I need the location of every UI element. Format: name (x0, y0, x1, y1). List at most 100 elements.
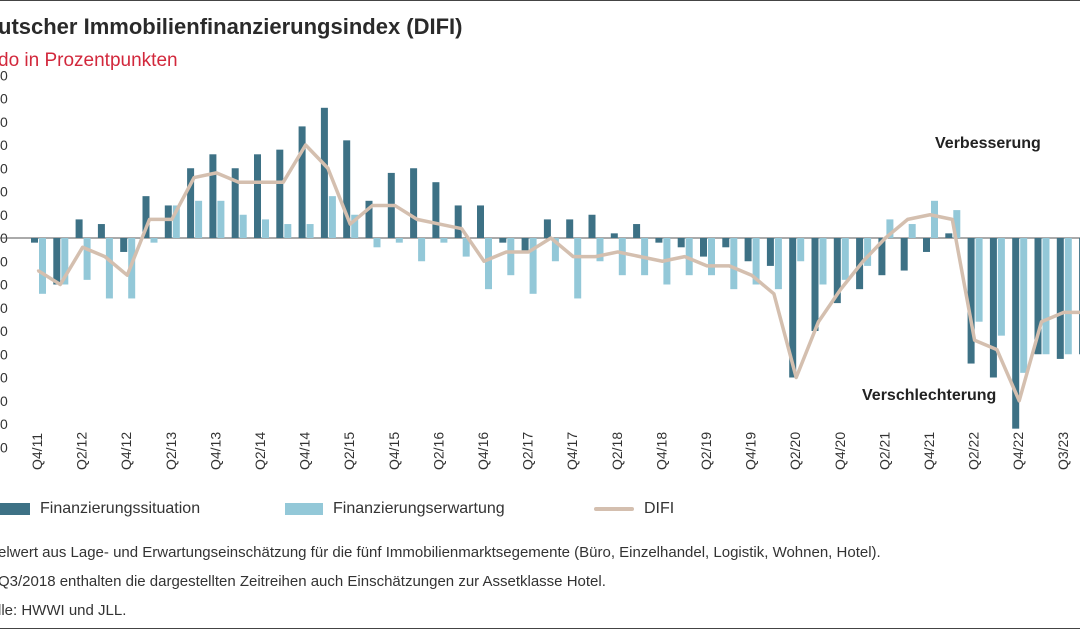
situation-bar (142, 196, 150, 238)
annotation-improvement: Verbesserung (935, 135, 1041, 152)
situation-bar (187, 168, 195, 238)
difi-point (839, 287, 842, 291)
expectation-bar (1020, 238, 1028, 373)
difi-point (527, 250, 530, 254)
x-tick-label: Q4/17 (564, 432, 580, 470)
situation-bar (633, 224, 641, 238)
y-tick-label: 0 (0, 91, 8, 107)
difi-point (460, 227, 463, 230)
difi-point (170, 218, 173, 221)
situation-bar (700, 238, 707, 257)
y-tick-label: 0 (0, 207, 8, 223)
x-tick-label: Q4/16 (475, 432, 491, 470)
expectation-bar (708, 238, 715, 276)
situation-bar (566, 219, 574, 238)
situation-bar (1034, 238, 1042, 355)
expectation-bar (150, 238, 158, 243)
y-tick-label: 0 (0, 370, 8, 386)
difi-point (616, 250, 619, 254)
expectation-bar (328, 196, 336, 238)
y-tick-label: 0 (0, 439, 8, 455)
difi-point (772, 292, 776, 295)
difi-point (259, 181, 263, 184)
difi-point (371, 204, 374, 207)
situation-bar (945, 233, 953, 238)
difi-point (192, 176, 196, 179)
situation-bar (120, 238, 128, 252)
situation-bar (320, 107, 328, 238)
y-tick-label: 0 (0, 416, 8, 432)
situation-bar (343, 140, 351, 238)
x-tick-label: Q4/11 (29, 433, 45, 470)
x-tick-label: Q4/21 (921, 432, 937, 470)
footnote-1: elwert aus Lage- und Erwartungseinschätz… (0, 544, 881, 561)
difi-point (661, 260, 664, 263)
expectation-bar (1064, 238, 1072, 355)
legend-swatch-expectation (285, 503, 323, 515)
expectation-bar (529, 238, 537, 294)
difi-point (237, 181, 240, 184)
footnote-2: Q3/2018 enthalten die dargestellten Zeit… (0, 573, 606, 590)
x-tick-label: Q4/22 (1010, 432, 1026, 470)
difi-point (415, 218, 419, 221)
situation-bar (53, 238, 61, 285)
x-tick-label: Q2/13 (163, 432, 179, 470)
x-tick-label: Q4/12 (118, 432, 134, 470)
expectation-bar (997, 238, 1005, 336)
situation-bar (610, 233, 618, 238)
legend-label-situation: Finanzierungssituation (40, 500, 201, 517)
expectation-bar (395, 238, 403, 243)
expectation-bar (351, 214, 359, 238)
situation-bar (477, 205, 484, 238)
situation-bar (276, 149, 284, 238)
situation-bar (900, 238, 908, 271)
bar-series (31, 107, 1080, 429)
x-tick-label: Q4/19 (743, 432, 759, 470)
situation-bar (722, 238, 730, 248)
expectation-bar (239, 214, 247, 238)
expectation-bar (507, 238, 515, 276)
expectation-bar (819, 238, 827, 285)
x-tick-label: Q2/22 (966, 432, 982, 470)
situation-bar (254, 154, 261, 238)
x-tick-label: Q2/21 (876, 432, 892, 470)
footnotes: elwert aus Lage- und Erwartungseinschätz… (0, 538, 881, 625)
expectation-bar (551, 238, 559, 262)
expectation-bar (774, 238, 782, 290)
difi-point (728, 264, 731, 268)
y-tick-label: 0 (0, 323, 8, 339)
expectation-bar (574, 238, 582, 299)
situation-bar (499, 238, 507, 243)
situation-bar (989, 238, 997, 378)
difi-point (304, 143, 307, 147)
situation-bar (164, 205, 172, 238)
chart-title: utscher Immobilienfinanzierungsindex (DI… (0, 14, 463, 39)
expectation-bar (462, 238, 470, 257)
expectation-bar (105, 238, 113, 299)
situation-bar (833, 238, 841, 304)
y-tick-label: 0 (0, 346, 8, 362)
situation-bar (543, 219, 551, 238)
situation-bar (365, 200, 373, 238)
difi-point (1040, 320, 1043, 323)
situation-bar (744, 238, 752, 262)
chart-subtitle: do in Prozentpunkten (0, 50, 178, 71)
difi-point (638, 255, 642, 258)
x-tick-label: Q2/17 (520, 432, 536, 470)
x-tick-label: Q2/18 (609, 432, 625, 470)
situation-bar (811, 238, 819, 331)
legend-item-difi: DIFI (594, 500, 674, 518)
situation-bar (75, 219, 83, 238)
difi-point (594, 255, 597, 258)
difi-point (215, 171, 218, 175)
difi-point (349, 222, 352, 226)
expectation-bar (908, 224, 916, 238)
x-axis-ticks: Q4/11 Q2/12 Q4/12 Q2/13 Q4/13 Q2/14 Q4/14 Q2/15… (29, 432, 1071, 470)
legend-item-situation: Finanzierungssituation (0, 500, 200, 518)
situation-bar (967, 238, 975, 364)
y-tick-label: 0 (0, 160, 8, 176)
expectation-bar (284, 224, 292, 238)
situation-bar (454, 205, 462, 238)
difi-point (973, 339, 976, 342)
